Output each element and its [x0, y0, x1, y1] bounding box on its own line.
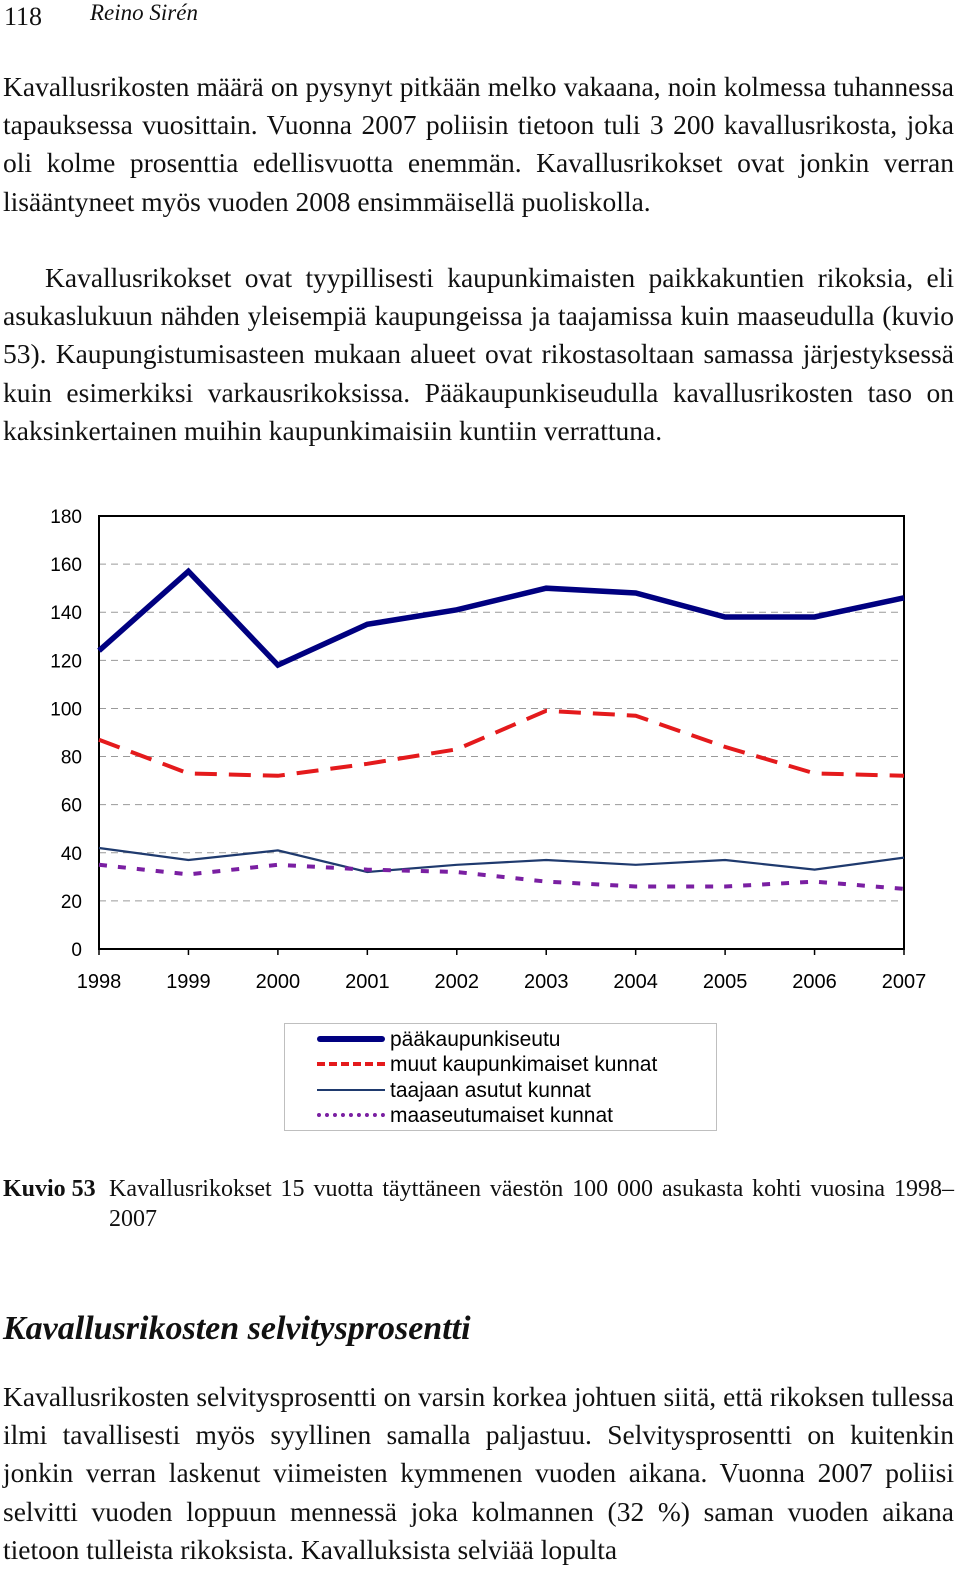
- section-heading: Kavallusrikosten selvitysprosentti: [3, 1310, 471, 1347]
- caption-label: Kuvio 53: [3, 1176, 96, 1202]
- x-tick-label: 1999: [166, 971, 211, 993]
- legend-swatch: [317, 1089, 385, 1091]
- chart-gridlines: [99, 563, 904, 902]
- legend-swatch: [317, 1113, 385, 1117]
- plot-frame: [98, 515, 905, 950]
- y-tick-label: 0: [71, 940, 82, 961]
- x-tick-label: 2004: [613, 971, 658, 993]
- x-tick-label: 2006: [792, 971, 837, 993]
- series-line-2: [98, 846, 905, 874]
- x-tick-label: 2000: [256, 971, 301, 993]
- x-tick-label: 2001: [345, 971, 390, 993]
- caption-text: Kavallusrikokset 15 vuotta täyttäneen vä…: [109, 1176, 954, 1232]
- legend-label: maaseutumaiset kunnat: [390, 1104, 613, 1127]
- y-tick-label: 60: [61, 796, 82, 817]
- x-tick-label: 2005: [703, 971, 748, 993]
- page-number: 118: [4, 2, 43, 31]
- legend-item-maaseutumaiset: maaseutumaiset kunnat: [285, 1103, 716, 1129]
- y-tick-label: 80: [61, 748, 82, 769]
- x-tick-label: 2007: [882, 971, 927, 993]
- series-line-0: [97, 567, 905, 669]
- series-line-3: [98, 862, 905, 891]
- chart-legend: pääkaupunkiseutu muut kaupunkimaiset kun…: [284, 1023, 717, 1131]
- y-tick-label: 140: [50, 603, 82, 624]
- legend-item-paakaupunkiseutu: pääkaupunkiseutu: [285, 1027, 716, 1053]
- y-tick-label: 180: [50, 507, 82, 528]
- chart-series: [97, 567, 905, 891]
- paragraph-intro: Kavallusrikosten määrä on pysynyt pitkää…: [3, 71, 954, 217]
- x-tick-label: 2003: [524, 971, 569, 993]
- legend-swatch: [317, 1062, 385, 1066]
- x-axis-ticks: 1998 1999 2000 2001 2002 2003 2004 2005 2006 2007: [77, 949, 927, 993]
- paragraph-urban: Kavallusrikokset ovat tyypillisesti kaup…: [3, 262, 954, 446]
- y-tick-label: 20: [61, 892, 82, 913]
- legend-label: pääkaupunkiseutu: [390, 1028, 561, 1051]
- legend-label: taajaan asutut kunnat: [390, 1079, 591, 1102]
- x-tick-label: 2002: [435, 971, 480, 993]
- paragraph-clearance: Kavallusrikosten selvitysprosentti on va…: [3, 1381, 954, 1565]
- line-chart: 0 20 40 60 80 100 120 140 160 180 1998 1999 2000 200…: [50, 507, 927, 993]
- legend-label: muut kaupunkimaiset kunnat: [390, 1053, 658, 1076]
- x-tick-label: 1998: [77, 971, 122, 993]
- legend-item-muut-kaupunkimaiset: muut kaupunkimaiset kunnat: [285, 1052, 716, 1078]
- legend-swatch: [317, 1036, 385, 1042]
- y-tick-label: 120: [50, 651, 82, 672]
- y-tick-label: 100: [50, 699, 82, 720]
- series-line-1: [98, 708, 905, 778]
- y-tick-label: 160: [50, 555, 82, 576]
- y-axis-ticks: 0 20 40 60 80 100 120 140 160 180: [50, 507, 82, 961]
- legend-item-taajaan-asutut: taajaan asutut kunnat: [285, 1078, 716, 1104]
- y-tick-label: 40: [61, 844, 82, 865]
- running-head-author: Reino Sirén: [90, 0, 198, 25]
